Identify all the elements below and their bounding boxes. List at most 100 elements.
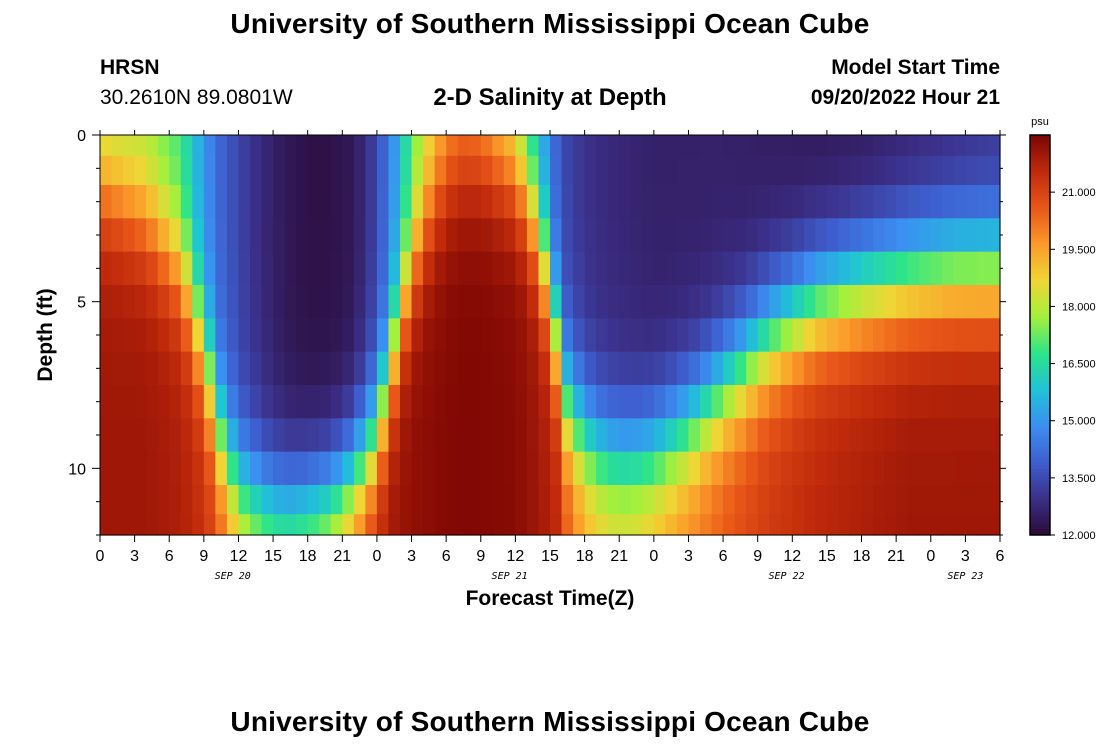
heatmap-cell	[688, 485, 701, 515]
heatmap-cell	[226, 155, 240, 186]
heatmap-cell	[930, 418, 943, 453]
heatmap-cell	[757, 514, 770, 536]
heatmap-cell	[976, 418, 990, 453]
heatmap-cell	[123, 385, 136, 419]
heatmap-cell	[180, 285, 193, 319]
heatmap-cell	[134, 218, 147, 253]
heatmap-cell	[296, 218, 309, 253]
heatmap-cell	[619, 155, 632, 186]
heatmap-cell	[365, 385, 378, 419]
heatmap-cell	[492, 385, 505, 419]
heatmap-cell	[619, 185, 632, 219]
heatmap-cell	[965, 385, 978, 419]
heatmap-cell	[307, 514, 320, 536]
heatmap-cell	[134, 451, 147, 486]
x-tick-label: 9	[753, 548, 762, 565]
heatmap-cell	[792, 135, 805, 157]
heatmap-cell	[457, 485, 470, 515]
heatmap-cell	[607, 385, 620, 419]
heatmap-cell	[826, 318, 840, 353]
heatmap-cell	[919, 218, 932, 253]
heatmap-cell	[123, 251, 136, 286]
heatmap-cell	[861, 451, 874, 486]
heatmap-cell	[261, 285, 274, 319]
heatmap-cell	[538, 514, 551, 536]
heatmap-cell	[457, 251, 470, 286]
heatmap-cell	[953, 155, 966, 186]
heatmap-cell	[330, 351, 343, 386]
heatmap-cell	[838, 351, 851, 386]
heatmap-cell	[653, 251, 666, 286]
heatmap-cell	[688, 318, 701, 353]
heatmap-cell	[884, 251, 897, 286]
heatmap-cell	[203, 285, 216, 319]
heatmap-cell	[676, 218, 690, 253]
heatmap-cell	[273, 351, 286, 386]
heatmap-cell	[480, 185, 493, 219]
heatmap-cell	[342, 351, 355, 386]
heatmap-cell	[723, 385, 736, 419]
heatmap-cell	[815, 185, 828, 219]
heatmap-cell	[400, 155, 413, 186]
heatmap-cell	[319, 218, 332, 253]
heatmap-cell	[803, 514, 816, 536]
heatmap-cell	[169, 135, 182, 157]
heatmap-cell	[942, 418, 955, 453]
heatmap-cell	[273, 418, 286, 453]
heatmap-cell	[769, 318, 782, 353]
heatmap-cell	[550, 218, 563, 253]
heatmap-cell	[965, 451, 978, 486]
x-tick-label: 3	[961, 548, 970, 565]
heatmap-cell	[134, 485, 147, 515]
heatmap-cell	[169, 285, 182, 319]
heatmap-cell	[503, 135, 516, 157]
heatmap-cell	[815, 135, 828, 157]
heatmap-cell	[307, 451, 320, 486]
heatmap-cell	[792, 285, 805, 319]
heatmap-cell	[388, 135, 401, 157]
heatmap-cell	[492, 155, 505, 186]
heatmap-cell	[711, 451, 724, 486]
heatmap-cell	[273, 285, 286, 319]
colorbar-tick-label: 13.500	[1062, 473, 1096, 485]
heatmap-cell	[226, 385, 240, 419]
heatmap-cell	[711, 485, 724, 515]
heatmap-cell	[665, 218, 678, 253]
heatmap-cell	[896, 451, 909, 486]
heatmap-cell	[388, 451, 401, 486]
heatmap-cell	[400, 318, 413, 353]
heatmap-cell	[988, 385, 1001, 419]
heatmap-cell	[353, 218, 366, 253]
heatmap-cell	[273, 155, 286, 186]
heatmap-cell	[550, 514, 563, 536]
heatmap-cell	[919, 318, 932, 353]
heatmap-cell	[400, 185, 413, 219]
heatmap-cell	[942, 155, 955, 186]
heatmap-cell	[226, 185, 240, 219]
heatmap-cell	[100, 385, 113, 419]
heatmap-cell	[619, 218, 632, 253]
heatmap-cell	[169, 155, 182, 186]
heatmap-cell	[353, 451, 366, 486]
heatmap-cell	[434, 418, 447, 453]
heatmap-cell	[192, 185, 205, 219]
heatmap-cell	[215, 351, 228, 386]
heatmap-cell	[734, 485, 747, 515]
heatmap-cell	[630, 135, 643, 157]
heatmap-cell	[342, 185, 355, 219]
heatmap-cell	[365, 155, 378, 186]
heatmap-cell	[296, 285, 309, 319]
heatmap-cell	[769, 285, 782, 319]
heatmap-cell	[250, 155, 263, 186]
heatmap-cell	[353, 285, 366, 319]
heatmap-cell	[376, 285, 390, 319]
heatmap-cell	[388, 318, 401, 353]
heatmap-cell	[215, 218, 228, 253]
heatmap-cell	[296, 251, 309, 286]
heatmap-cell	[400, 351, 413, 386]
heatmap-cell	[711, 218, 724, 253]
heatmap-cell	[100, 135, 113, 157]
heatmap-cell	[561, 251, 574, 286]
heatmap-cell	[711, 318, 724, 353]
heatmap-cell	[550, 351, 563, 386]
